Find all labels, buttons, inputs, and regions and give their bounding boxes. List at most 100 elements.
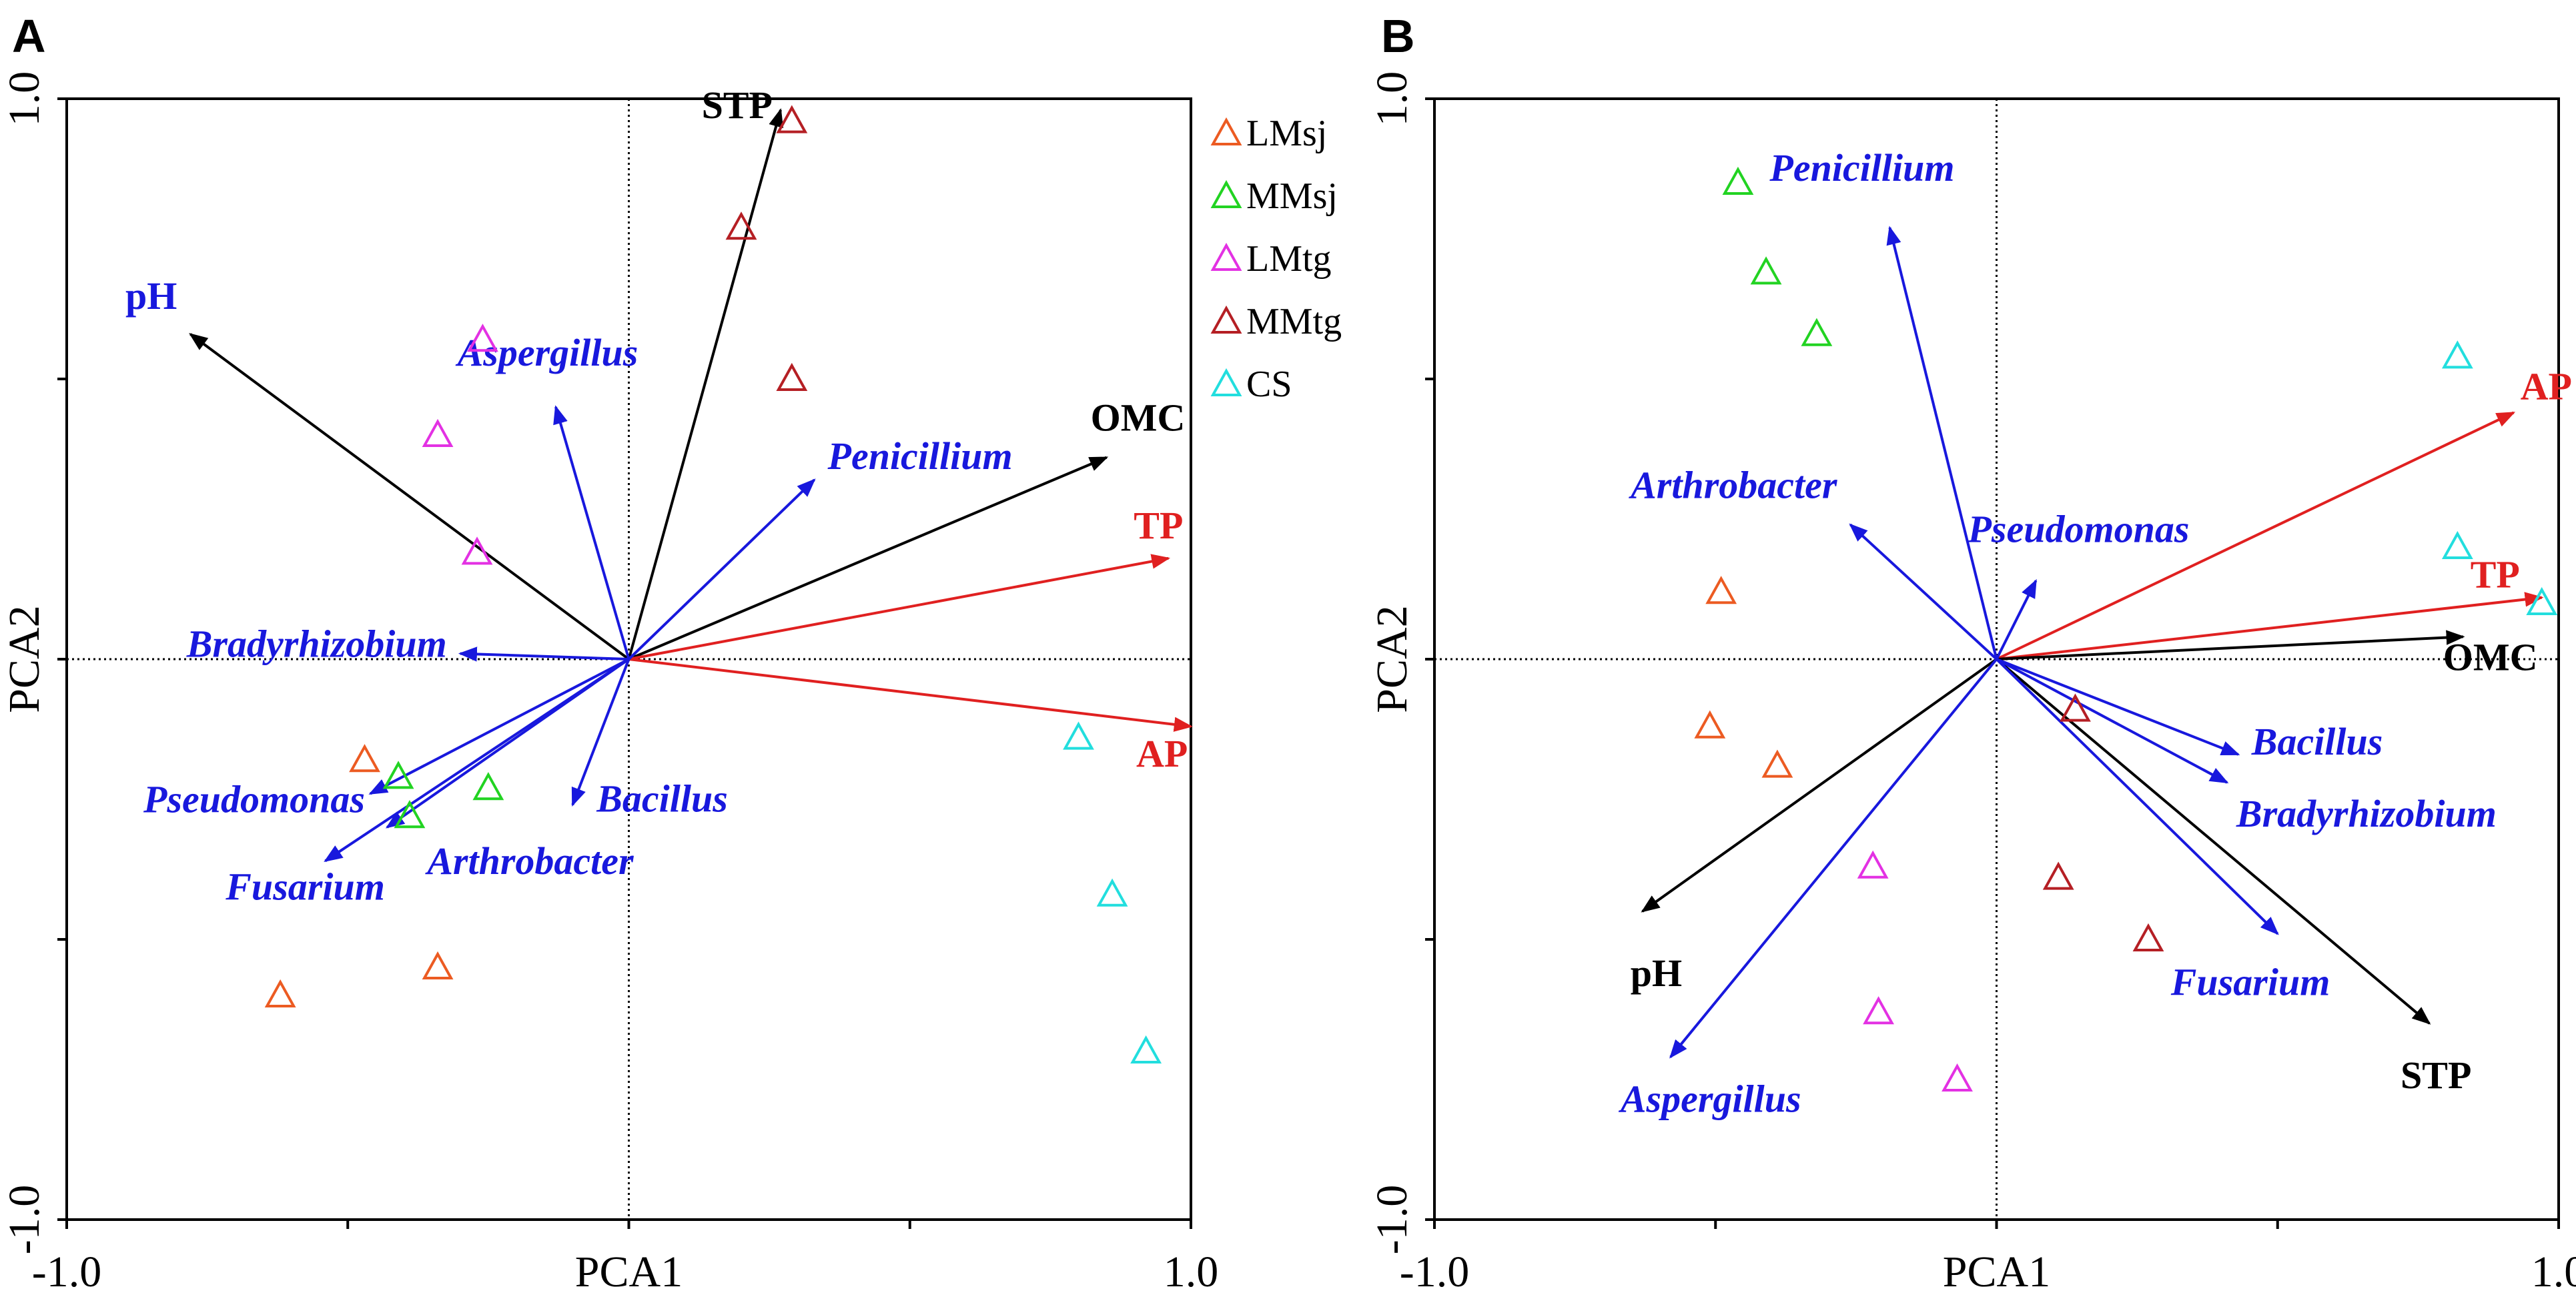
vector-ap [1996, 411, 2516, 661]
vector-label-pseudomonas: Pseudomonas [1967, 507, 2189, 550]
vector-bradyrhizobium [1996, 658, 2229, 784]
point-lmsj [422, 951, 454, 979]
point-mmtg [776, 362, 808, 391]
point-mmsj [1722, 166, 1754, 195]
vector-bacillus [1996, 658, 2240, 756]
vector-label-ph: pH [125, 274, 177, 318]
vector-aspergillus [1669, 658, 1998, 1059]
x-tick-label: 1.0 [2531, 1248, 2576, 1296]
point-cs [2441, 340, 2473, 369]
legend-label-cs: CS [1246, 364, 1292, 405]
vector-label-penicillium: Penicillium [827, 434, 1013, 478]
vector-label-stp: STP [702, 83, 773, 127]
point-cs [1063, 721, 1094, 750]
vector-pseudomonas [368, 658, 630, 795]
y-axis-title: PCA2 [0, 605, 49, 713]
legend-marker-mmtg [1210, 305, 1242, 334]
vector-pseudomonas [1995, 578, 2038, 660]
vector-ph [189, 333, 630, 661]
point-mmsj [394, 800, 426, 829]
point-mmsj [1750, 256, 1782, 285]
legend-marker-lmsj [1210, 117, 1242, 145]
point-mmtg [2042, 861, 2074, 890]
legend-label-lmsj: LMsj [1246, 113, 1327, 154]
vector-label-fusarium: Fusarium [2170, 961, 2330, 1004]
x-axis-title: PCA1 [575, 1248, 683, 1296]
y-axis-title: PCA2 [1368, 605, 1416, 713]
point-lmtg [461, 536, 493, 565]
vector-label-stp: STP [2401, 1053, 2471, 1097]
vector-label-ap: AP [2521, 364, 2572, 408]
vector-label-ph: pH [1631, 951, 1682, 995]
point-mmsj [382, 761, 414, 789]
vector-label-arthrobacter: Arthrobacter [1629, 463, 1837, 506]
y-tick-label: -1.0 [0, 1185, 49, 1254]
vector-label-bacillus: Bacillus [2251, 720, 2383, 763]
point-lmsj [1705, 576, 1737, 604]
vector-fusarium [1996, 658, 2279, 935]
point-lmtg [1863, 996, 1894, 1025]
panel-letter-b: B [1381, 10, 1415, 62]
point-lmsj [349, 744, 380, 773]
vector-ap [628, 658, 1193, 732]
vector-label-bradyrhizobium: Bradyrhizobium [186, 622, 447, 666]
y-tick-label: 1.0 [1368, 71, 1416, 127]
vector-label-aspergillus: Aspergillus [456, 331, 638, 374]
point-cs [1130, 1035, 1162, 1063]
point-lmsj [264, 979, 296, 1007]
point-cs [2441, 530, 2473, 559]
point-lmsj [1761, 749, 1793, 778]
point-mmsj [1801, 318, 1833, 346]
vector-label-pseudomonas: Pseudomonas [143, 778, 365, 821]
vector-label-tp: TP [1134, 504, 1183, 547]
point-mmsj [472, 772, 504, 801]
y-tick-label: 1.0 [0, 71, 49, 127]
vector-label-ap: AP [1136, 732, 1188, 775]
point-cs [1096, 878, 1128, 907]
legend-label-mmsj: MMsj [1246, 175, 1338, 217]
vector-label-arthrobacter: Arthrobacter [425, 839, 634, 883]
vector-tp [1996, 592, 2544, 661]
panel-b: B -1.0 1.0 1.0 -1.0 PCA1 PCA2 AP TP OMC pH STP Peni… [1368, 10, 2576, 1296]
vector-stp [627, 108, 784, 660]
point-lmsj [1694, 710, 1726, 739]
vector-penicillium [628, 478, 816, 661]
legend-label-mmtg: MMtg [1246, 301, 1342, 342]
point-cs [2526, 586, 2558, 615]
vector-arthrobacter [1849, 523, 1998, 661]
vector-tp [628, 554, 1171, 661]
vector-aspergillus [553, 405, 630, 660]
point-mmtg [776, 105, 808, 133]
x-tick-label: 1.0 [1164, 1248, 1219, 1296]
point-lmtg [1942, 1063, 1973, 1092]
vector-label-tp: TP [2471, 553, 2520, 596]
point-lmtg [1857, 850, 1889, 879]
y-tick-label: -1.0 [1368, 1185, 1416, 1254]
vector-omc [1996, 630, 2465, 661]
point-lmtg [422, 418, 454, 447]
x-axis-title: PCA1 [1943, 1248, 2050, 1296]
point-mmtg [2132, 923, 2164, 951]
legend-marker-lmtg [1210, 242, 1242, 271]
vector-label-bradyrhizobium: Bradyrhizobium [2236, 792, 2497, 835]
point-lmtg [467, 324, 498, 352]
vector-label-aspergillus: Aspergillus [1619, 1077, 1801, 1120]
vector-label-omc: OMC [2443, 635, 2538, 679]
vector-label-bacillus: Bacillus [596, 777, 728, 820]
x-tick-label: -1.0 [1400, 1248, 1469, 1296]
legend-marker-mmsj [1210, 179, 1242, 208]
vector-label-omc: OMC [1091, 396, 1186, 440]
panel-letter-a: A [12, 10, 46, 62]
legend-label-lmtg: LMtg [1246, 238, 1332, 280]
vector-penicillium [1886, 226, 1998, 660]
point-mmtg [2060, 693, 2091, 722]
panel-a: A -1.0 1.0 1.0 -1.0 PCA1 PCA2 pH STP OMC TP AP Aspe… [0, 10, 1342, 1296]
vector-omc [628, 456, 1109, 661]
vector-bradyrhizobium [458, 646, 629, 662]
vector-arthrobacter [385, 658, 630, 829]
vector-ph [1641, 658, 1998, 913]
vector-bacillus [571, 659, 630, 807]
point-mmtg [725, 211, 757, 240]
legend-marker-cs [1210, 368, 1242, 396]
